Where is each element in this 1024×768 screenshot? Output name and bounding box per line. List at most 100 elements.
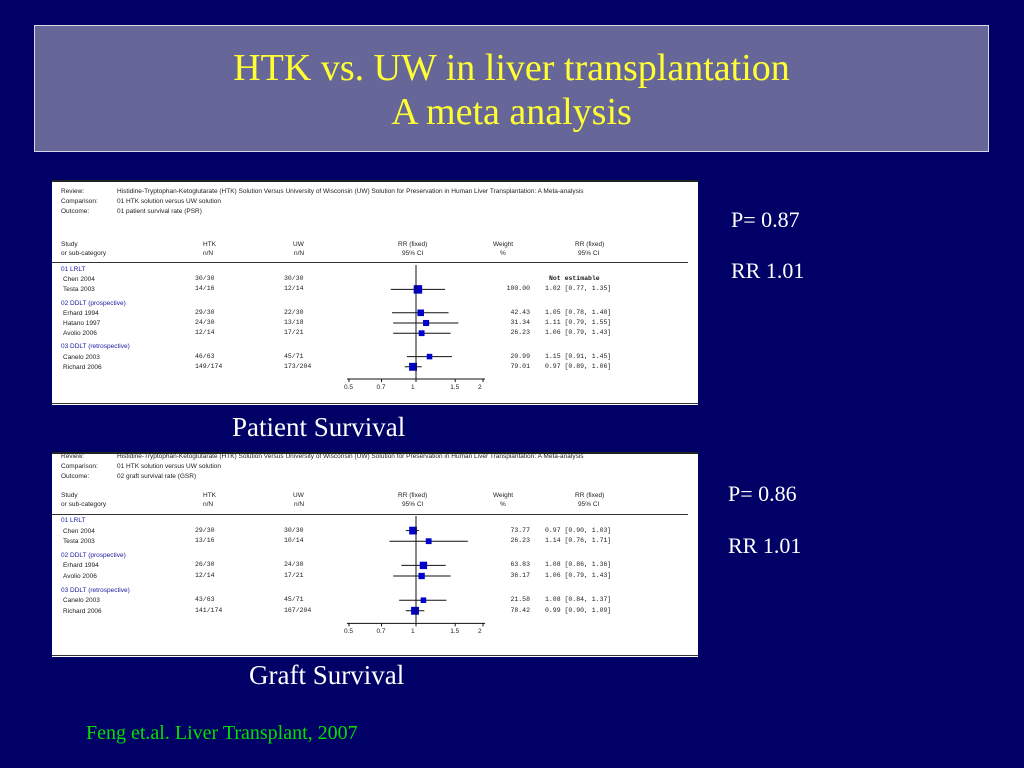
- effect-marker: [409, 362, 418, 371]
- axis-tick-label: 1.5: [450, 628, 460, 636]
- review-line: Review: Histidine-Tryptophan-Ketoglutarat…: [61, 188, 584, 196]
- uw-value: 17/21: [284, 329, 304, 337]
- uw-value: 10/14: [284, 537, 304, 545]
- htk-value: 149/174: [195, 362, 223, 370]
- rr-ci-value: 1.14 [0.76, 1.71]: [545, 537, 612, 545]
- effect-marker: [411, 606, 419, 615]
- stat-p-patient: P= 0.87: [731, 207, 800, 232]
- comparison-label: Comparison:: [61, 198, 98, 205]
- effect-marker: [425, 538, 432, 545]
- subgroup-label: 01 LRLT: [61, 517, 86, 524]
- weight-value: 42.43: [510, 308, 530, 316]
- axis-tick-label: 1: [411, 384, 415, 391]
- axis-tick-label: 0.5: [344, 628, 354, 636]
- subgroup-label: 01 LRLT: [61, 266, 86, 273]
- stat-rr-graft: RR 1.01: [728, 533, 802, 558]
- study-name: Richard 2006: [63, 607, 102, 615]
- axis-tick-label: 0.5: [344, 384, 354, 391]
- weight-value: 100.00: [506, 285, 530, 293]
- outcome-label: Outcome:: [61, 473, 90, 480]
- forest-plot-graft-survival: Review: Histidine-Tryptophan-Ketoglutarat…: [52, 452, 698, 657]
- htk-value: 14/16: [195, 285, 215, 293]
- outcome-label: Outcome:: [61, 208, 90, 215]
- title-box: HTK vs. UW in liver transplantation A me…: [34, 25, 989, 152]
- study-name: Avolio 2006: [63, 330, 97, 338]
- slide-subtitle: A meta analysis: [391, 91, 632, 133]
- forest-plot-patient-survival: Review: Histidine-Tryptophan-Ketoglutarat…: [52, 180, 698, 405]
- rr-ci-value: 1.05 [0.78, 1.40]: [545, 308, 612, 316]
- col-uw-sub: n/N: [294, 250, 305, 257]
- uw-value: 13/18: [284, 319, 304, 326]
- study-name: Erhard 1994: [63, 309, 99, 317]
- rr-ci-value: 1.06 [0.79, 1.43]: [545, 329, 612, 337]
- subgroup-label: 03 DDLT (retrospective): [61, 343, 130, 351]
- comparison-text: 01 HTK solution versus UW solution: [117, 198, 222, 205]
- study-name: Chen 2004: [63, 527, 95, 535]
- axis-tick-label: 1.5: [450, 384, 460, 391]
- col-weight-sub: %: [500, 250, 506, 257]
- uw-value: 30/30: [284, 526, 304, 534]
- htk-value: 43/63: [195, 596, 215, 604]
- weight-value: 26.23: [510, 537, 530, 545]
- col-uw: UW: [293, 241, 304, 248]
- col-weight-sub: %: [500, 501, 506, 508]
- col-weight: Weight: [493, 241, 514, 248]
- study-name: Avolio 2006: [63, 573, 97, 580]
- uw-value: 173/204: [284, 362, 312, 370]
- col-rr: RR (fixed): [398, 241, 428, 248]
- htk-value: 46/63: [195, 352, 215, 360]
- caption-graft-survival: Graft Survival: [249, 660, 405, 690]
- weight-value: 36.17: [510, 572, 530, 579]
- col-rr-sub: 95% CI: [402, 501, 424, 508]
- col-rr: RR (fixed): [398, 492, 428, 499]
- uw-value: 12/14: [284, 285, 304, 293]
- col-htk-sub: n/N: [203, 501, 214, 508]
- slide-title: HTK vs. UW in liver transplantation: [233, 47, 790, 89]
- effect-marker: [418, 572, 425, 580]
- htk-value: 13/16: [195, 537, 215, 545]
- htk-value: 29/30: [195, 526, 215, 534]
- effect-marker: [418, 330, 425, 337]
- uw-value: 45/71: [284, 596, 304, 604]
- comparison-line: Comparison: 01 HTK solution versus UW sol…: [61, 198, 221, 206]
- rr-ci-value: Not estimable: [549, 275, 600, 283]
- panel-top-rule: [52, 452, 698, 454]
- htk-value: 29/30: [195, 308, 215, 316]
- axis-tick-label: 2: [478, 628, 482, 636]
- rr-ci-value: 1.02 [0.77, 1.35]: [545, 285, 612, 293]
- col-study: Study: [61, 241, 78, 248]
- rr-ci-value: 0.97 [0.90, 1.03]: [545, 526, 612, 534]
- rr-ci-value: 0.99 [0.90, 1.09]: [545, 606, 612, 614]
- column-header-rule: [52, 262, 688, 263]
- panel-bottom-rule: [52, 655, 698, 656]
- uw-value: 45/71: [284, 352, 304, 360]
- axis-tick-label: 0.7: [376, 628, 386, 636]
- htk-value: 12/14: [195, 329, 215, 337]
- outcome-text: 02 graft survival rate (GSR): [117, 473, 197, 480]
- effect-marker: [419, 561, 428, 570]
- htk-value: 30/30: [195, 275, 215, 283]
- axis-tick-label: 1: [411, 628, 415, 636]
- subgroup-label: 03 DDLT (retrospective): [61, 586, 130, 594]
- htk-value: 12/14: [195, 572, 215, 579]
- col-uw: UW: [293, 492, 304, 499]
- study-name: Testa 2003: [63, 286, 95, 294]
- weight-value: 26.23: [510, 329, 530, 337]
- caption-patient-survival: Patient Survival: [232, 412, 406, 442]
- rr-ci-value: 0.97 [0.89, 1.06]: [545, 362, 612, 370]
- effect-marker: [409, 526, 417, 535]
- col-study: Study: [61, 492, 78, 499]
- weight-value: 20.99: [510, 352, 530, 360]
- subgroup-label: 02 DDLT (prospective): [61, 551, 126, 559]
- review-label: Review:: [61, 453, 85, 460]
- effect-marker: [423, 319, 430, 327]
- outcome-line: Outcome: 01 patient survival rate (PSR): [61, 208, 202, 216]
- uw-value: 22/30: [284, 308, 304, 316]
- effect-marker: [420, 597, 427, 603]
- panel-bottom-rule: [52, 403, 698, 404]
- study-name: Richard 2006: [63, 363, 102, 371]
- effect-marker: [413, 285, 423, 294]
- col-study-sub: or sub-category: [61, 250, 107, 257]
- study-name: Testa 2003: [63, 538, 95, 546]
- comparison-line: Comparison: 01 HTK solution versus UW sol…: [61, 463, 221, 471]
